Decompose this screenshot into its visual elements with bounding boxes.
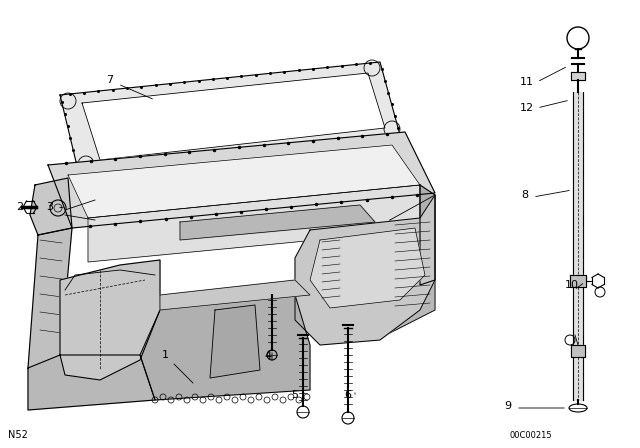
Polygon shape — [140, 295, 310, 400]
Polygon shape — [210, 305, 260, 378]
Text: 1: 1 — [161, 350, 168, 360]
Polygon shape — [60, 260, 160, 380]
Polygon shape — [30, 178, 72, 235]
Polygon shape — [380, 195, 435, 338]
Polygon shape — [68, 145, 420, 218]
Text: 6: 6 — [344, 390, 351, 400]
Polygon shape — [420, 185, 435, 285]
Polygon shape — [573, 357, 583, 400]
Text: 12: 12 — [520, 103, 534, 113]
Text: 00C00215: 00C00215 — [510, 431, 552, 440]
Polygon shape — [88, 185, 420, 262]
Polygon shape — [310, 228, 425, 308]
Polygon shape — [295, 195, 435, 345]
Text: 4: 4 — [264, 351, 271, 361]
Polygon shape — [180, 205, 375, 240]
Polygon shape — [28, 355, 155, 410]
Text: 8: 8 — [522, 190, 529, 200]
Text: 11: 11 — [520, 77, 534, 87]
Polygon shape — [570, 275, 586, 287]
Text: 5: 5 — [291, 390, 298, 400]
Polygon shape — [573, 287, 583, 345]
Text: 10: 10 — [565, 280, 579, 290]
Polygon shape — [571, 345, 585, 357]
Polygon shape — [573, 92, 583, 275]
Polygon shape — [571, 72, 585, 80]
Text: 7: 7 — [106, 75, 113, 85]
Polygon shape — [48, 132, 435, 228]
Text: 9: 9 — [504, 401, 511, 411]
Polygon shape — [82, 73, 385, 160]
Text: 2: 2 — [17, 202, 24, 212]
Text: N52: N52 — [8, 430, 28, 440]
Polygon shape — [60, 62, 400, 170]
Polygon shape — [28, 228, 72, 368]
Polygon shape — [160, 280, 310, 310]
Text: 3: 3 — [47, 202, 54, 212]
